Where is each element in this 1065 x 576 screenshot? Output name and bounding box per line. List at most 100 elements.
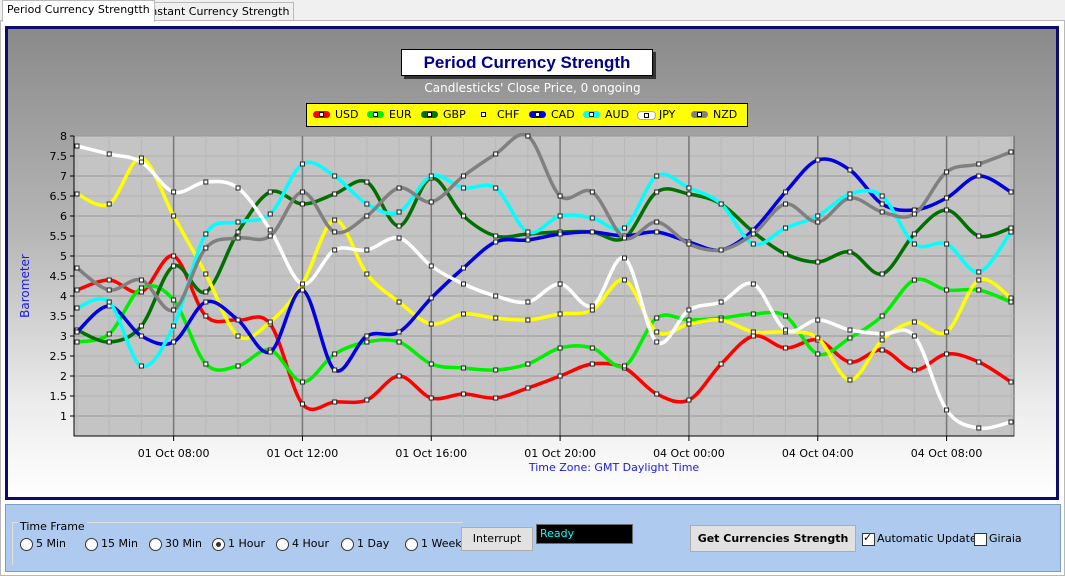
data-point-jpy [622, 255, 628, 261]
data-point-gbp [815, 259, 821, 265]
data-point-jpy [138, 159, 144, 165]
data-point-usd [106, 277, 112, 283]
interrupt-button[interactable]: Interrupt [461, 527, 533, 551]
data-point-usd [944, 351, 950, 357]
data-point-nzd [718, 247, 724, 253]
checkbox-box[interactable] [974, 533, 987, 546]
radio-circle[interactable] [212, 538, 225, 551]
data-point-aud [493, 185, 499, 191]
legend-label: CHF [497, 108, 520, 121]
status-display: Ready [536, 524, 633, 544]
data-point-jpy [428, 263, 434, 269]
data-point-nzd [622, 235, 628, 241]
data-point-chf [493, 315, 499, 321]
data-point-usd [396, 373, 402, 379]
data-point-nzd [299, 189, 305, 195]
x-tick-label: 01 Oct 08:00 [138, 447, 210, 460]
data-point-aud [396, 209, 402, 215]
radio-circle[interactable] [405, 538, 418, 551]
radio-circle[interactable] [85, 538, 98, 551]
y-tick-label: 4.5 [50, 270, 68, 283]
data-point-gbp [1008, 225, 1014, 231]
data-point-eur [654, 315, 660, 321]
data-point-chf [1008, 295, 1014, 301]
data-point-gbp [911, 231, 917, 237]
data-point-aud [428, 173, 434, 179]
data-point-usd [879, 347, 885, 353]
y-tick-label: 3 [60, 330, 67, 343]
data-point-eur [1008, 299, 1014, 305]
data-point-jpy [364, 247, 370, 253]
data-point-jpy [976, 425, 982, 431]
tab-instant-currency-strength[interactable]: Instant Currency Strength [142, 2, 295, 21]
data-point-gbp [299, 201, 305, 207]
data-point-eur [815, 351, 821, 357]
data-point-jpy [332, 247, 338, 253]
y-tick-label: 5 [60, 250, 67, 263]
time-frame-label: Time Frame [18, 520, 87, 533]
radio-circle[interactable] [341, 538, 354, 551]
data-point-usd [718, 361, 724, 367]
data-point-gbp [783, 251, 789, 257]
data-point-cad [203, 299, 209, 305]
tab-label: Instant Currency Strength [147, 5, 290, 18]
data-point-usd [750, 333, 756, 339]
data-point-nzd [911, 211, 917, 217]
automatic-update-label: Automatic Update [877, 532, 977, 545]
data-point-cad [299, 287, 305, 293]
data-point-chf [557, 311, 563, 317]
data-point-aud [557, 213, 563, 219]
data-point-cad [525, 237, 531, 243]
data-point-cad [783, 189, 789, 195]
data-point-cad [138, 333, 144, 339]
data-point-nzd [879, 209, 885, 215]
radio-circle[interactable] [276, 538, 289, 551]
legend-label: GBP [443, 108, 466, 121]
radio-label: 5 Min [36, 537, 67, 550]
data-point-eur [686, 317, 692, 323]
radio-label: 30 Min [165, 537, 203, 550]
data-point-chf [589, 307, 595, 313]
data-point-chf [428, 321, 434, 327]
data-point-gbp [267, 189, 273, 195]
get-currencies-strength-button[interactable]: Get Currencies Strength [690, 525, 856, 552]
checkbox-box[interactable] [862, 531, 875, 546]
data-point-nzd [428, 199, 434, 205]
data-point-cad [267, 349, 273, 355]
data-point-nzd [783, 201, 789, 207]
radio-label: 15 Min [101, 537, 139, 550]
data-point-usd [783, 345, 789, 351]
chart-subtitle: Candlesticks' Close Price, 0 ongoing [424, 81, 641, 95]
radio-circle[interactable] [149, 538, 162, 551]
data-point-chf [976, 277, 982, 283]
data-point-cad [654, 229, 660, 235]
y-axis-title: Barometer [18, 254, 32, 318]
data-point-chf [106, 201, 112, 207]
tab-period-currency-strength[interactable]: Period Currency Strengtth [2, 0, 155, 22]
radio-circle[interactable] [20, 538, 33, 551]
data-point-jpy [718, 299, 724, 305]
data-point-gbp [235, 229, 241, 235]
data-point-jpy [493, 293, 499, 299]
data-point-chf [525, 317, 531, 323]
tab-bar: Period Currency Strengtth Instant Curren… [0, 0, 1065, 22]
legend-swatch [475, 111, 492, 118]
data-point-jpy [911, 333, 917, 339]
data-point-nzd [203, 245, 209, 251]
data-point-cad [235, 317, 241, 323]
data-point-eur [235, 363, 241, 369]
data-point-gbp [364, 179, 370, 185]
data-point-chf [879, 337, 885, 343]
data-point-eur [138, 285, 144, 291]
data-point-cad [460, 265, 466, 271]
data-point-eur [976, 287, 982, 293]
data-point-nzd [557, 193, 563, 199]
data-point-eur [460, 365, 466, 371]
data-point-chf [944, 329, 950, 335]
legend-swatch [529, 111, 546, 118]
y-tick-label: 8 [60, 130, 67, 143]
data-point-aud [589, 215, 595, 221]
data-point-chf [171, 213, 177, 219]
giraia-label: Giraia [989, 532, 1022, 545]
data-point-eur [847, 335, 853, 341]
